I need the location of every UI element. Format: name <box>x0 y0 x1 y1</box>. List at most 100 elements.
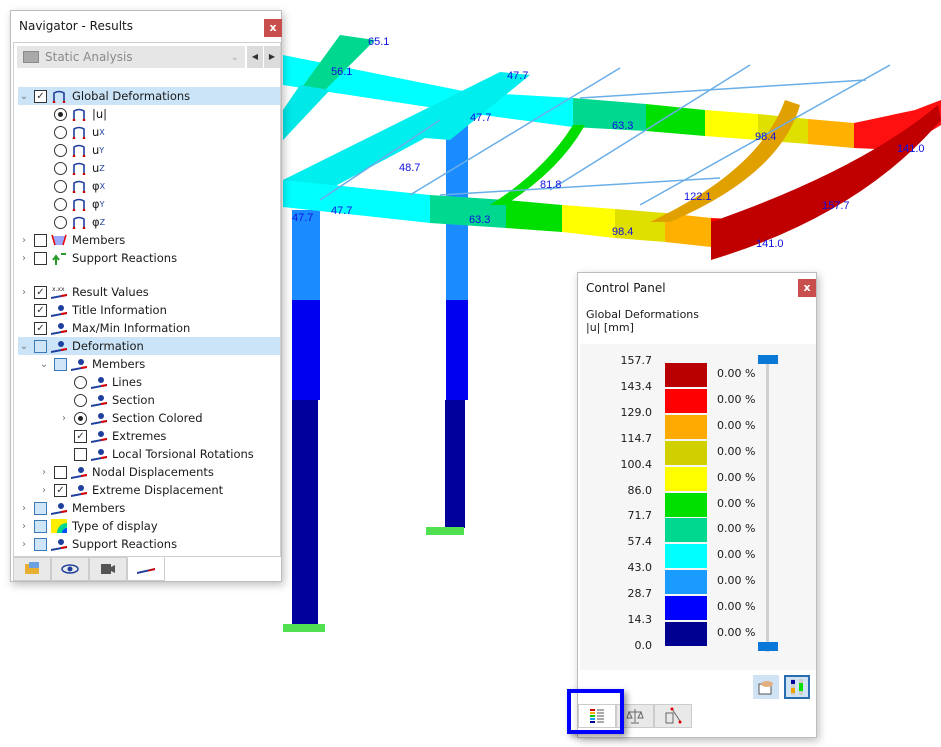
radio-button[interactable] <box>54 197 67 211</box>
close-button[interactable]: x <box>798 279 816 297</box>
radio-button[interactable] <box>74 411 87 425</box>
chevron-down-icon[interactable]: ⌄ <box>19 340 29 352</box>
checkbox[interactable] <box>34 251 47 265</box>
color-band <box>665 622 707 646</box>
chevron-right-icon[interactable]: › <box>22 538 26 550</box>
chevron-right-icon[interactable]: › <box>22 234 26 246</box>
radio-button[interactable] <box>54 143 67 157</box>
type-of-display-icon <box>51 519 67 533</box>
chevron-down-icon[interactable]: ⌄ <box>39 358 49 370</box>
previous-button[interactable]: ◀ <box>247 46 263 68</box>
radio-button[interactable] <box>54 179 67 193</box>
tree-item-label: u <box>92 161 100 175</box>
tree-item[interactable]: Lines <box>58 373 280 391</box>
band-percent: 0.00 % <box>717 444 756 458</box>
chevron-right-icon[interactable]: › <box>22 502 26 514</box>
scale-toggle-button[interactable] <box>784 675 810 699</box>
next-button[interactable]: ▶ <box>264 46 280 68</box>
tree-item-label: u <box>92 125 100 139</box>
checkbox[interactable] <box>74 447 87 461</box>
tree-item[interactable]: › Support Reactions <box>18 249 280 267</box>
tree-item[interactable]: Section <box>58 391 280 409</box>
checkbox[interactable] <box>54 357 67 371</box>
band-percent: 0.00 % <box>717 392 756 406</box>
navigator-tabs <box>13 557 165 581</box>
result-value-label: 141.0 <box>897 143 925 155</box>
frame-deformation-icon <box>72 198 86 211</box>
chevron-right-icon[interactable]: › <box>22 286 26 298</box>
navigator-tab[interactable] <box>127 557 165 581</box>
color-band <box>665 544 707 569</box>
control-panel-tab[interactable] <box>654 704 692 728</box>
chevron-right-icon[interactable]: › <box>62 412 66 424</box>
frame-deformation-icon <box>72 180 86 193</box>
checkbox[interactable] <box>34 519 47 533</box>
color-settings-button[interactable] <box>753 675 779 699</box>
range-slider-track[interactable] <box>766 362 769 652</box>
checkbox[interactable] <box>34 233 47 247</box>
tree-item[interactable]: ✓ Title Information <box>18 301 280 319</box>
tree-item[interactable]: › Support Reactions <box>18 535 280 553</box>
tree-item[interactable]: › ✓ x.xx Result Values <box>18 283 280 301</box>
radio-button[interactable] <box>54 215 67 229</box>
radio-button[interactable] <box>74 375 87 389</box>
result-value-label: 47.7 <box>507 70 528 82</box>
checkbox[interactable] <box>34 339 47 353</box>
scale-value: 86.0 <box>627 483 653 497</box>
radio-button[interactable] <box>54 125 67 139</box>
chevron-down-icon[interactable]: ⌄ <box>19 90 29 102</box>
chevron-right-icon[interactable]: › <box>22 520 26 532</box>
radio-button[interactable] <box>54 161 67 175</box>
tree-item[interactable]: |u| <box>38 105 280 123</box>
checkbox[interactable] <box>34 537 47 551</box>
display-option-icon <box>51 539 67 551</box>
navigator-tab[interactable] <box>89 557 127 581</box>
checkbox[interactable]: ✓ <box>34 321 47 335</box>
tree-item[interactable]: › Members <box>18 499 280 517</box>
tree-item[interactable]: › Members <box>18 231 280 249</box>
navigator-title: Navigator - Results <box>19 19 134 33</box>
navigator-window: Navigator - Results x Static Analysis ⌄ … <box>10 10 282 582</box>
checkbox[interactable]: ✓ <box>34 303 47 317</box>
frame-deformation-icon <box>52 90 66 103</box>
control-panel-tab[interactable] <box>578 704 616 728</box>
tree-item[interactable]: › ✓ Extreme Displacement <box>38 481 280 499</box>
close-button[interactable]: x <box>264 19 282 37</box>
checkbox[interactable] <box>34 501 47 515</box>
slider-max-handle[interactable] <box>758 355 778 364</box>
tree-item[interactable]: › Nodal Displacements <box>38 463 280 481</box>
checkbox[interactable]: ✓ <box>34 285 47 299</box>
tree-item[interactable]: ✓ Extremes <box>58 427 280 445</box>
tree-item[interactable]: › Section Colored <box>58 409 280 427</box>
tree-item[interactable]: Local Torsional Rotations <box>58 445 280 463</box>
navigator-tab[interactable] <box>13 557 51 581</box>
result-value-label: 48.7 <box>399 162 420 174</box>
tree-item[interactable]: ⌄ Members <box>38 355 280 373</box>
hand-window-icon <box>758 681 773 695</box>
chevron-right-icon[interactable]: › <box>22 252 26 264</box>
chevron-right-icon[interactable]: › <box>42 466 46 478</box>
tree-item-label: Support Reactions <box>72 537 178 551</box>
navigator-tab[interactable] <box>51 557 89 581</box>
tree-item[interactable]: ⌄ Deformation <box>18 337 280 355</box>
tree-item[interactable]: ⌄ ✓ Global Deformations <box>18 87 280 105</box>
checkbox[interactable]: ✓ <box>34 89 47 103</box>
display-option-icon <box>51 341 67 353</box>
checkbox[interactable]: ✓ <box>74 429 87 443</box>
tree-item[interactable]: › Type of display <box>18 517 280 535</box>
slider-min-handle[interactable] <box>758 642 778 651</box>
loading-case-combo[interactable]: Static Analysis ⌄ <box>17 46 245 68</box>
checkbox[interactable] <box>54 465 67 479</box>
radio-button[interactable] <box>54 107 67 121</box>
radio-button[interactable] <box>74 393 87 407</box>
tree-item[interactable]: ✓ Max/Min Information <box>18 319 280 337</box>
chevron-right-icon[interactable]: › <box>42 484 46 496</box>
checkbox[interactable]: ✓ <box>54 483 67 497</box>
